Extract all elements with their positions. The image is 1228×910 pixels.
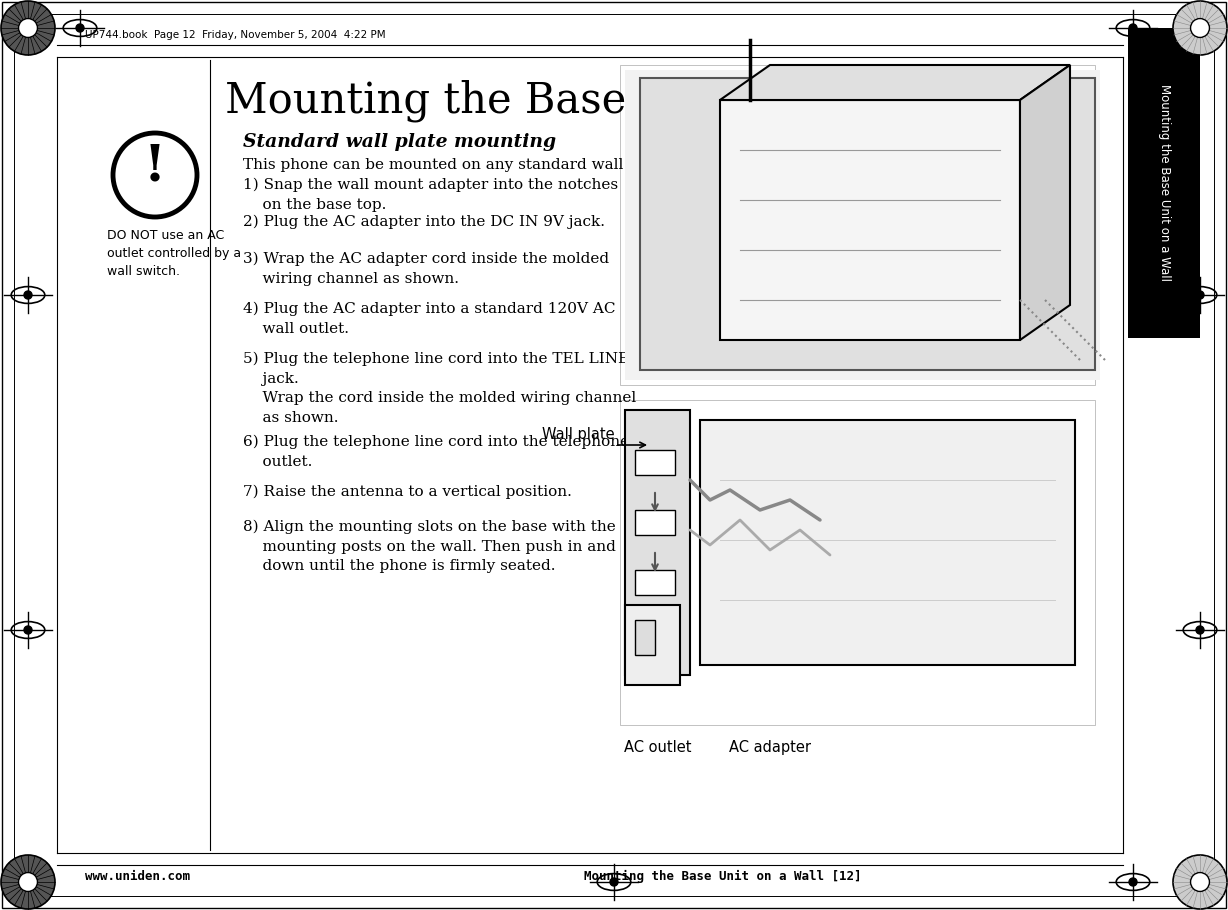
Circle shape [76,24,84,32]
Circle shape [1,855,55,909]
Circle shape [1196,626,1203,634]
Polygon shape [720,65,1070,100]
Text: Mounting the Base Unit on a Wall: Mounting the Base Unit on a Wall [1158,85,1170,281]
Circle shape [1173,1,1227,55]
Bar [620,65,1095,385]
Circle shape [113,133,196,217]
Text: 6) Plug the telephone line cord into the telephone
    outlet.: 6) Plug the telephone line cord into the… [243,435,629,469]
Text: Mounting the Base Unit on a Wall [12]: Mounting the Base Unit on a Wall [12] [585,870,862,883]
Text: UP744.book  Page 12  Friday, November 5, 2004  4:22 PM: UP744.book Page 12 Friday, November 5, 2… [85,30,386,40]
Circle shape [1191,18,1210,37]
Text: 2) Plug the AC adapter into the DC IN 9V jack.: 2) Plug the AC adapter into the DC IN 9V… [243,215,605,229]
Text: www.uniden.com: www.uniden.com [85,870,190,883]
Circle shape [1,1,55,55]
Bar [635,620,655,655]
Text: 3) Wrap the AC adapter cord inside the molded
    wiring channel as shown.: 3) Wrap the AC adapter cord inside the m… [243,252,609,286]
Circle shape [25,291,32,299]
Text: 5) Plug the telephone line cord into the TEL LINE
    jack.
    Wrap the cord in: 5) Plug the telephone line cord into the… [243,352,636,425]
Bar [625,410,690,675]
Bar [625,605,680,685]
Text: 4) Plug the AC adapter into a standard 120V AC
    wall outlet.: 4) Plug the AC adapter into a standard 1… [243,302,615,336]
Circle shape [1196,291,1203,299]
Circle shape [25,626,32,634]
Bar [635,510,675,535]
Text: Standard wall plate mounting: Standard wall plate mounting [243,133,556,151]
Text: This phone can be mounted on any standard wall plate.: This phone can be mounted on any standar… [243,158,672,172]
Bar [635,450,675,475]
Circle shape [1129,24,1137,32]
Polygon shape [640,78,1095,370]
Circle shape [610,878,618,886]
Text: 1) Snap the wall mount adapter into the notches
    on the base top.: 1) Snap the wall mount adapter into the … [243,178,618,212]
Circle shape [18,873,37,892]
Text: Mounting the Base Unit on a Wall: Mounting the Base Unit on a Wall [225,80,939,123]
Circle shape [1129,878,1137,886]
Text: 8) Align the mounting slots on the base with the
    mounting posts on the wall.: 8) Align the mounting slots on the base … [243,520,616,573]
Text: DO NOT use an AC
outlet controlled by a
wall switch.: DO NOT use an AC outlet controlled by a … [107,229,241,278]
Polygon shape [625,70,1100,380]
Bar [635,570,675,595]
Text: AC adapter: AC adapter [729,740,810,755]
Text: Wall plate: Wall plate [543,428,615,442]
Circle shape [1173,855,1227,909]
Text: !: ! [144,143,166,191]
Bar [620,400,1095,725]
Text: 7) Raise the antenna to a vertical position.: 7) Raise the antenna to a vertical posit… [243,485,572,500]
Bar [700,420,1074,665]
Circle shape [18,18,37,37]
Bar [1129,28,1200,338]
Circle shape [1191,873,1210,892]
Polygon shape [1020,65,1070,340]
Bar [720,100,1020,340]
Text: AC outlet: AC outlet [624,740,691,755]
